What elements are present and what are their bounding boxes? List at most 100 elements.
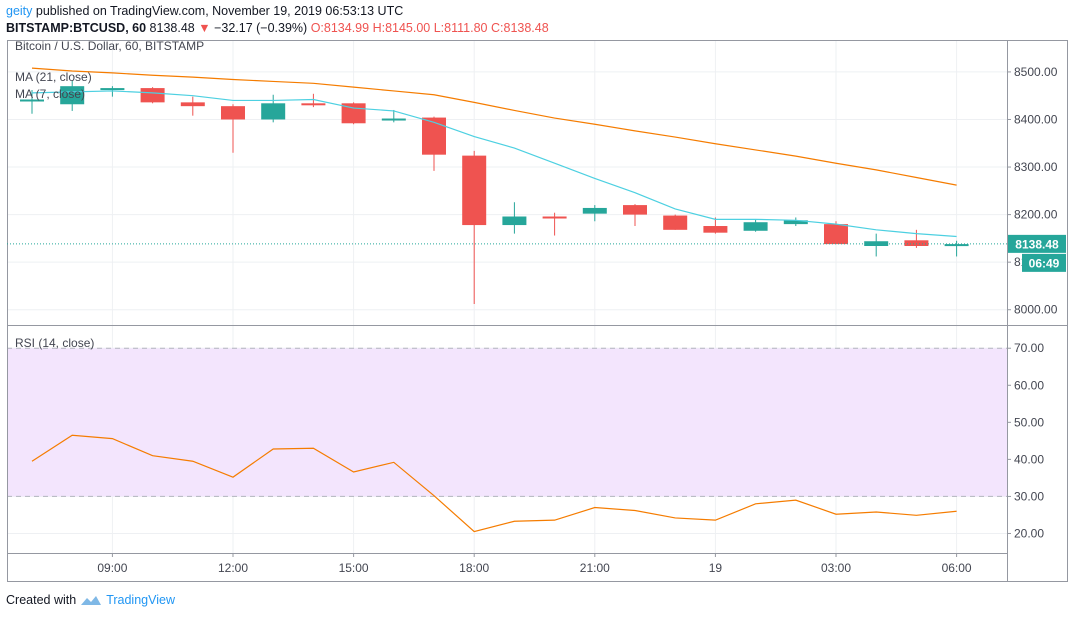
time-tick-label: 18:00 <box>459 561 489 575</box>
candle[interactable] <box>864 233 889 257</box>
price-tick-label: 8000.00 <box>1014 303 1058 317</box>
ma21-label: MA (21, close) <box>15 70 92 84</box>
candle-body[interactable] <box>261 103 286 120</box>
candle[interactable] <box>60 80 85 111</box>
last-price: 8138.48 <box>149 21 195 35</box>
candle[interactable] <box>944 240 969 257</box>
candle-body[interactable] <box>663 215 688 230</box>
close-label: C: <box>491 21 504 35</box>
candle[interactable] <box>703 217 728 234</box>
open-label: O: <box>310 21 324 35</box>
candle[interactable] <box>663 214 688 230</box>
candle-body[interactable] <box>381 118 406 121</box>
last-price-tag <box>1008 234 1066 253</box>
time-tick-label: 15:00 <box>339 561 369 575</box>
price-tick-label: 8300.00 <box>1014 160 1058 174</box>
last-price-tag-label: 8138.48 <box>1015 237 1059 251</box>
published-text: published on TradingView.com, November 1… <box>32 4 404 18</box>
time-tick-label: 19 <box>709 561 723 575</box>
rsi-tick-label: 30.00 <box>1014 489 1044 503</box>
rsi-tick-label: 20.00 <box>1014 526 1044 540</box>
outer-frame <box>7 40 1068 582</box>
candle[interactable] <box>623 204 647 227</box>
axes: 8000.008100.008200.008300.008400.008500.… <box>97 65 1066 575</box>
low-label: L: <box>433 21 445 35</box>
candle-body[interactable] <box>944 244 969 247</box>
down-arrow-icon: ▼ <box>198 21 211 35</box>
candle-body[interactable] <box>502 216 527 226</box>
time-tick-label: 12:00 <box>218 561 248 575</box>
candle-body[interactable] <box>824 224 848 245</box>
candle[interactable] <box>261 94 286 123</box>
tradingview-brand[interactable]: TradingView <box>106 593 175 607</box>
candle-body[interactable] <box>904 240 929 246</box>
candle-body[interactable] <box>623 205 647 215</box>
countdown-label: 06:49 <box>1029 256 1060 270</box>
candle-body[interactable] <box>462 155 487 226</box>
candle[interactable] <box>542 212 567 236</box>
ma7-line <box>31 90 957 238</box>
tradingview-logo-icon <box>81 596 102 605</box>
symbol-label: BITSTAMP:BTCUSD, 60 <box>6 21 147 35</box>
candle-body[interactable] <box>180 102 205 107</box>
candle-body[interactable] <box>221 106 245 120</box>
candle[interactable] <box>422 116 446 171</box>
high-label: H: <box>372 21 386 35</box>
candle-body[interactable] <box>783 220 808 225</box>
candle-body[interactable] <box>703 226 728 233</box>
candle-body[interactable] <box>100 88 125 91</box>
candle[interactable] <box>140 87 165 104</box>
price-tick-label: 8200.00 <box>1014 208 1058 222</box>
main-chart-title: Bitcoin / U.S. Dollar, 60, BITSTAMP <box>15 39 204 53</box>
price-change: −32.17 (−0.39%) <box>214 21 308 35</box>
candle-body[interactable] <box>140 88 165 103</box>
time-tick-label: 09:00 <box>97 561 127 575</box>
price-tick-label: 8400.00 <box>1014 112 1058 126</box>
candle[interactable] <box>180 96 205 116</box>
candle[interactable] <box>341 102 366 125</box>
chart-labels: Bitcoin / U.S. Dollar, 60, BITSTAMP MA (… <box>15 39 204 350</box>
footer: Created with TradingView <box>6 593 175 607</box>
chart-frame <box>7 40 1068 582</box>
rsi-tick-label: 50.00 <box>1014 415 1044 429</box>
candle[interactable] <box>502 202 527 234</box>
candle[interactable] <box>743 219 768 232</box>
candle[interactable] <box>221 104 245 153</box>
rsi-tick-label: 40.00 <box>1014 452 1044 466</box>
candle[interactable] <box>462 150 487 305</box>
rsi-line <box>31 434 957 533</box>
close-value: 8138.48 <box>503 21 549 35</box>
candle-body[interactable] <box>301 103 326 106</box>
time-tick-label: 21:00 <box>580 561 610 575</box>
candle[interactable] <box>783 217 808 227</box>
rsi-band <box>7 348 1007 497</box>
ma7-label: MA (7, close) <box>15 87 85 101</box>
candle-body[interactable] <box>743 222 768 231</box>
candles[interactable] <box>20 80 969 305</box>
candle[interactable] <box>20 89 44 114</box>
low-value: 8111.80 <box>444 21 488 35</box>
candle[interactable] <box>381 109 406 123</box>
candle[interactable] <box>904 229 929 248</box>
candle-body[interactable] <box>864 241 889 246</box>
rsi-band-lines <box>7 347 1007 497</box>
time-tick-label: 06:00 <box>942 561 972 575</box>
candle-body[interactable] <box>60 86 85 105</box>
ohlc-bar: BITSTAMP:BTCUSD, 60 8138.48 ▼ −32.17 (−0… <box>6 21 549 35</box>
countdown-tag <box>1022 253 1066 272</box>
publisher-username[interactable]: geity <box>6 4 33 18</box>
candle[interactable] <box>301 93 326 108</box>
candle-body[interactable] <box>582 207 607 214</box>
rsi-tick-label: 70.00 <box>1014 341 1044 355</box>
created-with-text: Created with <box>6 593 77 607</box>
rsi-title: RSI (14, close) <box>15 336 94 350</box>
candle-body[interactable] <box>20 99 44 102</box>
price-tick-label: 8500.00 <box>1014 65 1058 79</box>
candle[interactable] <box>582 205 607 222</box>
candle[interactable] <box>824 221 848 245</box>
high-value: 8145.00 <box>385 21 431 35</box>
candle-body[interactable] <box>422 117 446 155</box>
candle-body[interactable] <box>542 216 567 219</box>
rsi-tick-label: 60.00 <box>1014 378 1044 392</box>
